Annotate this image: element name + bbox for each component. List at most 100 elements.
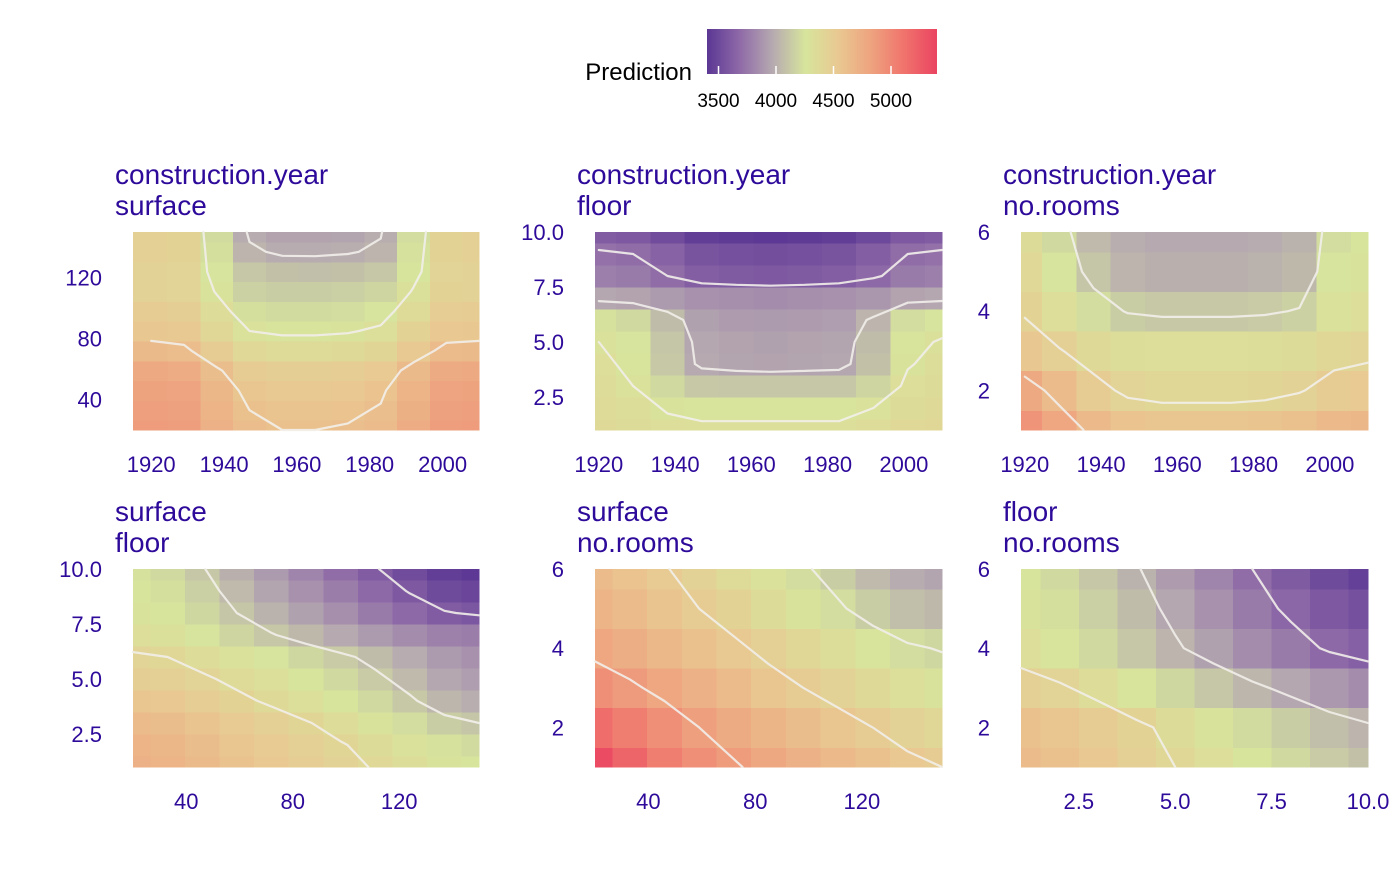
heatmap-cell <box>184 712 221 735</box>
heatmap-cell <box>427 580 463 603</box>
heatmap-cell <box>615 419 651 431</box>
heatmap-cell <box>785 628 822 669</box>
heatmap-cell <box>821 331 857 354</box>
heatmap-cell <box>462 340 480 362</box>
heatmap-cell <box>753 243 789 266</box>
heatmap-cell <box>254 602 290 625</box>
heatmap-cell <box>1310 668 1350 709</box>
heatmap-cell <box>615 353 651 376</box>
heatmap-cell <box>429 340 464 362</box>
heatmap-cell <box>924 375 943 398</box>
heatmap-cell <box>647 628 683 669</box>
heatmap-cell <box>787 265 823 288</box>
heatmap-cell <box>821 397 857 420</box>
heatmap-cell <box>1247 291 1283 332</box>
heatmap-cell <box>184 668 221 691</box>
heatmap-cell <box>167 261 201 283</box>
heatmap-cell <box>650 375 686 398</box>
heatmap-cell <box>150 712 186 735</box>
panel-title-y-variable: no.rooms <box>1003 527 1120 558</box>
heatmap-cell <box>753 309 789 332</box>
contour-line <box>597 248 944 287</box>
heatmap-cell <box>753 375 789 398</box>
heatmap-cell <box>716 747 752 768</box>
heatmap-cell <box>856 419 892 431</box>
heatmap-cell <box>855 668 891 709</box>
heatmap-cell <box>889 707 926 748</box>
heatmap-cell <box>364 360 398 382</box>
heatmap-cell <box>856 287 892 310</box>
heatmap-cell <box>184 569 221 581</box>
heatmap-cell <box>1021 291 1043 332</box>
contour-line <box>1019 666 1177 769</box>
heatmap-cell <box>1271 707 1311 748</box>
heatmap-cell <box>615 309 651 332</box>
heatmap-cell <box>924 232 943 244</box>
heatmap-cell <box>1310 628 1350 669</box>
heatmap-cell <box>397 301 431 322</box>
heatmap-cell <box>150 734 186 757</box>
heatmap-cells <box>595 232 943 431</box>
heatmap-cell <box>684 243 720 266</box>
heatmap-cell <box>184 734 221 757</box>
heatmap-cell <box>357 690 394 713</box>
heatmap-cell <box>1110 251 1146 292</box>
heatmap-cell <box>133 690 151 713</box>
heatmap-cell <box>615 287 651 310</box>
heatmap-cell <box>331 301 365 322</box>
heatmap-cell <box>1233 628 1273 669</box>
heatmap-cell <box>1247 251 1283 292</box>
heatmap-cell <box>595 353 617 376</box>
heatmap-cell <box>650 397 686 420</box>
heatmap-cell <box>1233 707 1273 748</box>
heatmap-cell <box>427 624 463 647</box>
heatmap-cell <box>595 747 613 768</box>
heatmap-cell <box>751 668 787 709</box>
y-tick-label: 4 <box>978 299 990 324</box>
heatmap-cell <box>254 569 290 581</box>
heatmap-cell <box>200 420 234 431</box>
x-tick-label: 1940 <box>1077 452 1126 477</box>
heatmap-cell <box>429 241 464 263</box>
heatmap-cell <box>1194 668 1234 709</box>
heatmap-cell <box>1348 707 1369 748</box>
heatmap-cell <box>716 628 752 669</box>
heatmap-cell <box>357 734 394 757</box>
x-tick-label: 1920 <box>574 452 623 477</box>
panel-title-x-variable: construction.year <box>577 159 790 190</box>
heatmap-cell <box>856 375 892 398</box>
heatmap-cell <box>820 569 856 590</box>
heatmap-cell <box>429 281 464 302</box>
heatmap-cell <box>1021 331 1043 372</box>
contour-line <box>1139 567 1370 725</box>
heatmap-cell <box>856 243 892 266</box>
heatmap-cell <box>890 232 926 244</box>
heatmap-cell <box>1233 588 1273 629</box>
y-tick-label: 6 <box>978 220 990 245</box>
heatmap-cell <box>265 232 300 243</box>
contour-line <box>150 339 481 432</box>
y-tick-label: 4 <box>552 636 564 661</box>
heatmap-cell <box>357 668 394 691</box>
heatmap-cell <box>184 624 221 647</box>
contour-line <box>597 337 944 423</box>
heatmap-cell <box>254 712 290 735</box>
y-tick-label: 2 <box>978 715 990 740</box>
heatmap-cell <box>1078 628 1118 669</box>
heatmap-cell <box>1021 410 1043 431</box>
panel-title-x-variable: floor <box>1003 496 1057 527</box>
heatmap-cell <box>612 588 648 629</box>
contour-line <box>204 567 481 725</box>
heatmap-cell <box>167 360 201 382</box>
heatmap-cell <box>265 241 300 263</box>
heatmap-cell <box>288 602 324 625</box>
heatmap-cell <box>288 668 324 691</box>
heatmap-cell <box>357 569 394 581</box>
heatmap-cell <box>219 734 255 757</box>
heatmap-cell <box>200 380 234 401</box>
panel-title-y-variable: floor <box>115 527 169 558</box>
x-tick-label: 120 <box>381 789 418 814</box>
heatmap-cell <box>650 232 686 244</box>
